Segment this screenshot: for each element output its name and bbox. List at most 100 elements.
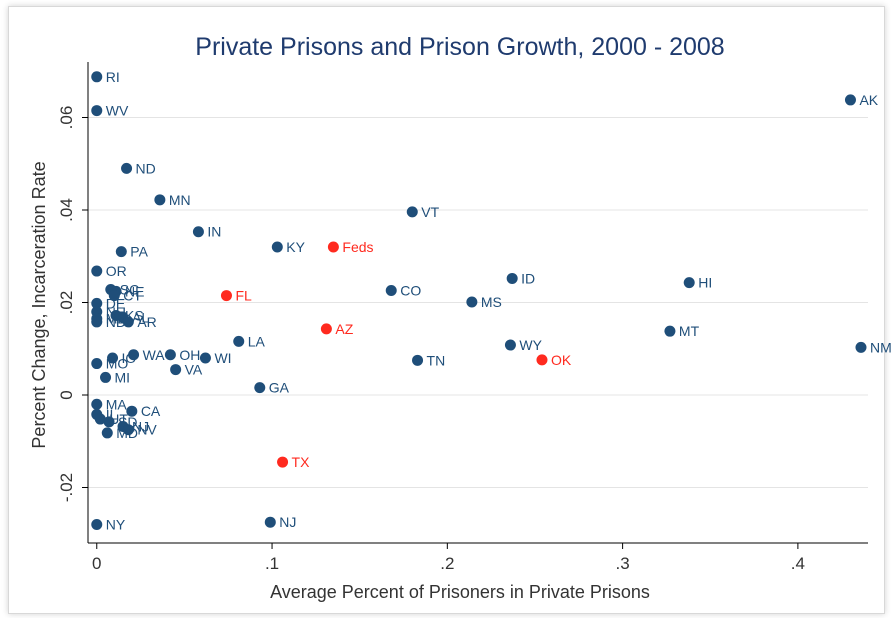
data-point-nm: NM (855, 339, 891, 355)
point-label: PA (130, 244, 148, 260)
point-marker (466, 296, 478, 308)
data-point-hi: HI (683, 275, 712, 291)
data-point-wv: WV (91, 103, 129, 119)
point-label: ND (136, 160, 156, 176)
point-marker (277, 456, 289, 468)
x-tick-label: 0 (92, 554, 101, 573)
point-label: OK (551, 352, 572, 368)
point-label: DE (106, 295, 125, 311)
point-marker (220, 290, 232, 302)
data-point-ga: GA (254, 380, 290, 396)
point-label: WA (143, 347, 166, 363)
point-marker (536, 354, 548, 366)
data-point-ak: AK (844, 92, 879, 108)
point-marker (192, 226, 204, 238)
point-marker (170, 364, 182, 376)
data-point-va: VA (170, 362, 203, 378)
data-point-nd: ND (91, 314, 126, 330)
point-marker (406, 206, 418, 218)
x-tick-label: .4 (791, 554, 805, 573)
x-axis-label: Average Percent of Prisoners in Private … (270, 582, 650, 602)
point-label: MN (169, 192, 191, 208)
point-marker (121, 162, 133, 174)
point-marker (128, 349, 140, 361)
point-marker (107, 352, 119, 364)
gridlines (88, 117, 868, 488)
point-marker (91, 71, 103, 83)
data-point-nd: ND (121, 160, 156, 176)
point-marker (506, 272, 518, 284)
point-label: IL (106, 406, 118, 422)
point-label: VT (421, 204, 439, 220)
point-marker (327, 241, 339, 253)
data-point-io: IO (107, 350, 136, 366)
point-marker (91, 358, 103, 370)
point-label: OR (106, 263, 127, 279)
point-marker (271, 241, 283, 253)
point-label: AL (132, 309, 149, 325)
data-point-ma: MA (91, 396, 127, 412)
point-label: SC (120, 282, 139, 298)
point-marker (91, 398, 103, 410)
point-label: NJ (132, 418, 149, 434)
point-marker (115, 246, 127, 258)
point-marker (126, 405, 138, 417)
point-marker (264, 516, 276, 528)
point-marker (504, 339, 516, 351)
point-marker (91, 519, 103, 530)
x-tick-label: .2 (440, 554, 454, 573)
point-label: LA (248, 333, 266, 349)
point-marker (91, 297, 103, 309)
point-label: WI (214, 350, 231, 366)
data-point-la: LA (233, 333, 266, 349)
point-label: NJ (279, 514, 296, 530)
data-point-oh: OH (164, 347, 200, 363)
y-axis-ticks: -.02 0 .02 .04 .06 (57, 106, 88, 502)
point-label: AZ (335, 321, 353, 337)
point-label: CA (141, 403, 161, 419)
point-label: AR (137, 314, 156, 330)
data-point-feds: Feds (327, 239, 374, 255)
point-label: NE (125, 283, 144, 299)
y-tick-label: -.02 (57, 473, 76, 502)
point-label: WY (519, 337, 542, 353)
point-label: IO (122, 350, 137, 366)
point-label: MI (115, 369, 131, 385)
x-axis-ticks: 0 .1 .2 .3 .4 (92, 543, 805, 573)
data-point-mt: MT (664, 323, 700, 339)
point-label: NV (137, 422, 157, 438)
point-marker (101, 427, 113, 439)
point-marker (199, 352, 211, 364)
data-point-mi: MI (100, 369, 130, 385)
point-label: MT (679, 323, 700, 339)
point-marker (664, 325, 676, 337)
data-point-md: MD (101, 425, 138, 441)
data-point-mn: MN (154, 192, 191, 208)
point-marker (844, 94, 856, 106)
point-marker (100, 371, 112, 383)
y-tick-label: .02 (57, 291, 76, 315)
point-label: ID (521, 270, 535, 286)
data-point-fl: FL (220, 288, 252, 304)
point-marker (103, 416, 115, 428)
point-label: OH (179, 347, 200, 363)
point-label: TN (427, 352, 446, 368)
point-marker (94, 413, 106, 425)
point-marker (385, 284, 397, 296)
data-point-nv: NV (122, 422, 157, 438)
point-label: CT (123, 288, 142, 304)
data-point-ms: MS (466, 294, 502, 310)
chart-title: Private Prisons and Prison Growth, 2000 … (195, 33, 724, 61)
point-label: MS (481, 294, 502, 310)
point-marker (122, 316, 134, 328)
point-marker (122, 424, 134, 436)
point-label: MD (116, 425, 138, 441)
point-label: GA (269, 380, 290, 396)
data-point-co: CO (385, 282, 421, 298)
x-tick-label: .3 (616, 554, 630, 573)
data-point-wi: WI (199, 350, 232, 366)
point-marker (254, 382, 266, 394)
data-point-in: IN (192, 224, 221, 240)
point-label: MA (106, 396, 128, 412)
